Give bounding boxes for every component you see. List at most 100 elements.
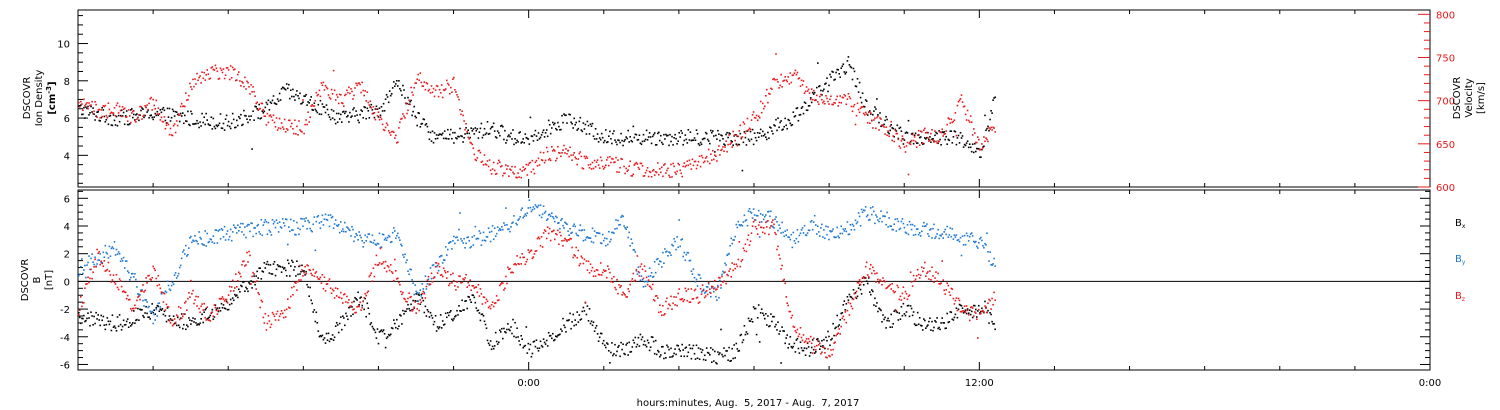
data-point [468,240,470,242]
data-point [92,107,94,109]
data-point [182,112,184,114]
data-point [941,233,943,235]
data-point [906,305,909,307]
data-point [369,240,372,243]
data-point [961,310,964,312]
data-point [685,253,688,256]
data-point [752,111,755,113]
data-point [346,89,348,92]
data-point [264,115,267,118]
data-point [826,77,828,79]
data-point [560,219,562,222]
data-point [872,290,874,293]
data-point [117,251,120,253]
data-point [773,77,775,80]
data-point [806,232,809,234]
data-point [197,79,199,82]
data-point [486,300,489,303]
data-point [371,112,374,115]
data-point [936,132,938,135]
data-point [85,319,87,322]
data-point [570,232,572,234]
data-point [917,233,920,236]
data-point [872,113,874,116]
data-point [866,114,869,116]
data-point [693,289,696,292]
data-point [114,254,117,256]
data-point [393,227,395,229]
data-point [979,312,981,314]
data-point [902,286,905,288]
data-point [917,134,920,136]
data-point [780,268,782,270]
data-point [682,255,684,258]
data-point [640,143,643,146]
data-point [592,241,595,244]
data-point [591,161,594,164]
data-point [931,138,933,140]
data-point [472,244,475,246]
data-point [377,116,380,118]
data-point [135,319,137,322]
data-point [862,209,865,211]
data-point [883,215,885,217]
data-point [102,315,105,318]
data-point [93,315,95,318]
data-point [600,332,603,335]
data-point [476,237,479,240]
data-point [820,89,822,92]
data-point [262,271,265,273]
data-point [903,226,906,229]
data-point [495,340,498,343]
data-point [161,308,164,310]
data-point [525,163,528,166]
density-axis-title: DSCOVR Ion Density [cm-3] [22,70,58,127]
data-point [207,241,210,244]
data-point [785,79,787,81]
data-point [650,272,653,274]
y-tick-label: 0 [64,277,70,288]
data-point [602,239,605,242]
data-point [918,232,921,234]
data-point [559,333,561,336]
data-point [715,289,717,291]
data-point [983,136,985,138]
data-point [325,86,328,89]
data-point [592,135,595,137]
data-point [155,277,158,280]
data-point [787,76,789,78]
data-point [698,358,701,360]
data-point [107,257,110,259]
data-point [245,236,247,239]
data-point [138,119,140,122]
data-point [601,233,604,236]
data-point [818,344,820,346]
data-point [620,341,622,344]
data-point [355,311,357,314]
data-point [852,298,855,301]
data-point [750,318,753,320]
data-point [317,278,320,280]
data-point [312,268,314,271]
data-point [113,107,116,109]
data-point [87,261,89,264]
data-point [714,279,716,282]
data-point [131,108,133,110]
data-point [212,318,215,320]
data-point [694,288,697,291]
data-point [358,305,360,308]
data-point [916,228,919,230]
data-point [82,272,84,275]
data-point [658,263,660,266]
data-point [956,137,959,139]
data-point [783,330,785,332]
data-point [318,222,321,224]
data-point [655,258,658,261]
data-point [846,296,849,298]
data-point [601,271,604,274]
data-point [220,69,223,71]
data-point [324,342,327,344]
data-point [800,229,803,231]
data-point [612,231,614,234]
data-point [191,320,193,322]
